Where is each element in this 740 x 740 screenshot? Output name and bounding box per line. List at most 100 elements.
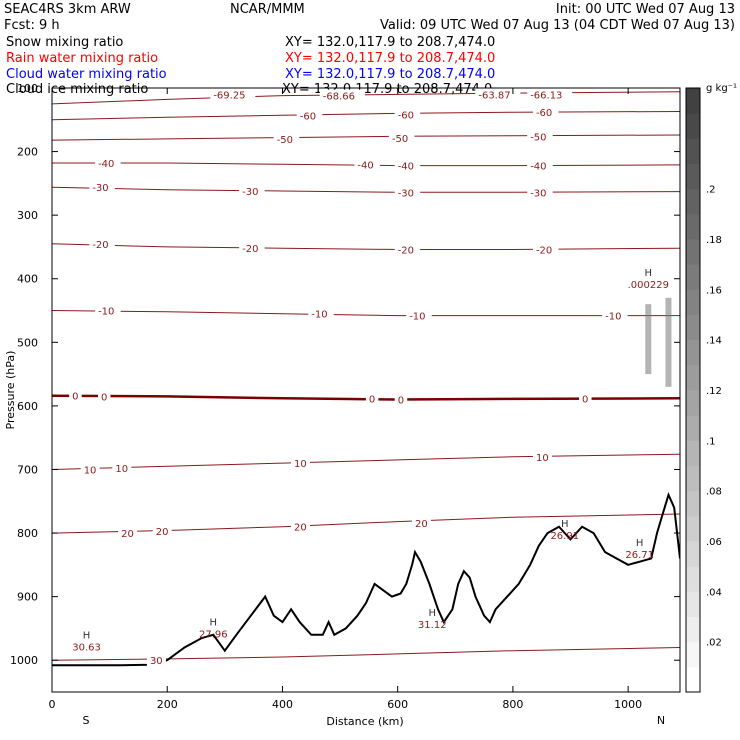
y-tick-label: 1000 xyxy=(10,654,38,667)
colorbar-bin xyxy=(686,591,700,617)
y-tick-label: 600 xyxy=(17,400,38,413)
contour-label-bg xyxy=(354,158,380,171)
y-axis-title: Pressure (hPa) xyxy=(4,351,17,430)
colorbar-bin xyxy=(686,88,700,114)
contour-label: 0 xyxy=(582,394,588,405)
contour-label: -20 xyxy=(398,245,414,256)
contour-label: 20 xyxy=(121,529,134,540)
field-xy-rain: XY= 132.0,117.9 to 208.7,474.0 xyxy=(285,51,495,66)
contour-label: 20 xyxy=(294,523,307,534)
colorbar-label: .04 xyxy=(706,587,722,598)
contour-label: 0 xyxy=(369,394,375,405)
forecast-hour: Fcst: 9 h xyxy=(4,18,60,33)
contour-line xyxy=(52,513,680,534)
colorbar-label: .14 xyxy=(706,336,722,347)
colorbar-label: .16 xyxy=(706,285,722,296)
contour-label: -10 xyxy=(311,310,327,321)
colorbar-bin xyxy=(686,666,700,693)
field-name-cloud-water: Cloud water mixing ratio xyxy=(6,67,167,82)
contour-label: 20 xyxy=(156,527,169,538)
contour-label-bg xyxy=(527,186,553,199)
y-tick-label: 500 xyxy=(17,336,38,349)
contour-label-bg xyxy=(475,88,521,101)
plot-area xyxy=(52,91,680,667)
contour-label: 0 xyxy=(72,392,78,403)
terrain-line xyxy=(52,492,680,667)
center-label: NCAR/MMM xyxy=(230,2,305,17)
contour-label: -10 xyxy=(98,307,114,318)
contour-label: 10 xyxy=(536,453,549,464)
contour-label: -69.25 xyxy=(213,90,245,101)
colorbar-label: .06 xyxy=(706,537,722,548)
colorbar-bin xyxy=(686,390,700,416)
colorbar-bin xyxy=(686,163,700,190)
colorbar-bin xyxy=(686,339,700,366)
colorbar-label: .2 xyxy=(706,185,716,196)
colorbar-label: .1 xyxy=(706,436,716,447)
field-xy-cloud-water: XY= 132.0,117.9 to 208.7,474.0 xyxy=(285,67,495,82)
contour-label-bg xyxy=(89,237,115,250)
y-tick-label: 200 xyxy=(17,146,38,159)
colorbar-bin xyxy=(686,566,700,592)
colorbar-bin xyxy=(686,138,700,164)
x-tick-label: 0 xyxy=(49,698,56,711)
contour-label-bg xyxy=(406,309,432,322)
contour-label-bg xyxy=(152,525,172,538)
contour-label: 10 xyxy=(84,465,97,476)
contour-label: -40 xyxy=(98,159,114,170)
contour-label-bg xyxy=(89,181,115,194)
extremum-mark: H xyxy=(561,519,569,530)
contour-label: -10 xyxy=(605,312,621,323)
colorbar-bin xyxy=(686,440,700,466)
contour-label: -30 xyxy=(92,183,108,194)
contour-label: -20 xyxy=(92,240,108,251)
x-end-label-south: S xyxy=(83,714,90,727)
contour-label: -30 xyxy=(398,188,414,199)
contour-line xyxy=(52,394,680,401)
extremum-mark: H xyxy=(210,618,218,629)
contour-label-bg xyxy=(146,654,166,667)
x-tick-label: 200 xyxy=(157,698,178,711)
colorbar-bin xyxy=(686,515,700,542)
contour-label-bg xyxy=(579,392,592,405)
field-xy-snow: XY= 132.0,117.9 to 208.7,474.0 xyxy=(285,35,495,50)
contour-line xyxy=(52,134,680,141)
contour-label: -40 xyxy=(357,160,373,171)
contour-label-bg xyxy=(296,109,323,122)
contour-label-bg xyxy=(394,186,421,199)
field-name-cloud-ice: Cloud ice mixing ratio xyxy=(6,82,148,97)
contour-label-bg xyxy=(394,108,421,121)
contour-line xyxy=(52,453,680,470)
y-tick-label: 300 xyxy=(17,209,38,222)
contour-label-bg xyxy=(532,243,559,256)
colorbar-label: .12 xyxy=(706,386,722,397)
colorbar-label: .02 xyxy=(706,638,722,649)
contour-label-bg xyxy=(239,242,265,255)
contour-label: -50 xyxy=(530,132,546,143)
contour-label-bg xyxy=(95,304,121,317)
contour-label: -30 xyxy=(242,187,258,198)
extremum-mark: H xyxy=(636,538,644,549)
contour-label-bg xyxy=(80,463,100,476)
contour-label-bg xyxy=(95,157,121,170)
valid-time: Valid: 09 UTC Wed 07 Aug 13 (04 CDT Wed … xyxy=(380,18,735,33)
colorbar-bin xyxy=(686,465,700,492)
y-tick-label: 400 xyxy=(17,273,38,286)
init-time: Init: 00 UTC Wed 07 Aug 13 xyxy=(556,2,735,17)
x-tick-label: 600 xyxy=(387,698,408,711)
contour-label-bg xyxy=(112,462,132,475)
contour-line xyxy=(52,243,680,250)
contour-line xyxy=(52,647,680,661)
contour-line xyxy=(52,310,680,317)
contour-label: -66.13 xyxy=(530,90,562,101)
contour-label: -68.66 xyxy=(323,92,355,103)
contour-label-bg xyxy=(239,184,265,197)
contour-label-bg xyxy=(273,132,300,145)
y-tick-label: 700 xyxy=(17,463,38,476)
contour-line xyxy=(52,186,680,193)
contour-label-bg xyxy=(388,132,415,145)
x-tick-label: 800 xyxy=(502,698,523,711)
colorbar-bin xyxy=(686,490,700,517)
contour-label-bg xyxy=(365,392,379,405)
x-tick-label: 1000 xyxy=(614,698,642,711)
